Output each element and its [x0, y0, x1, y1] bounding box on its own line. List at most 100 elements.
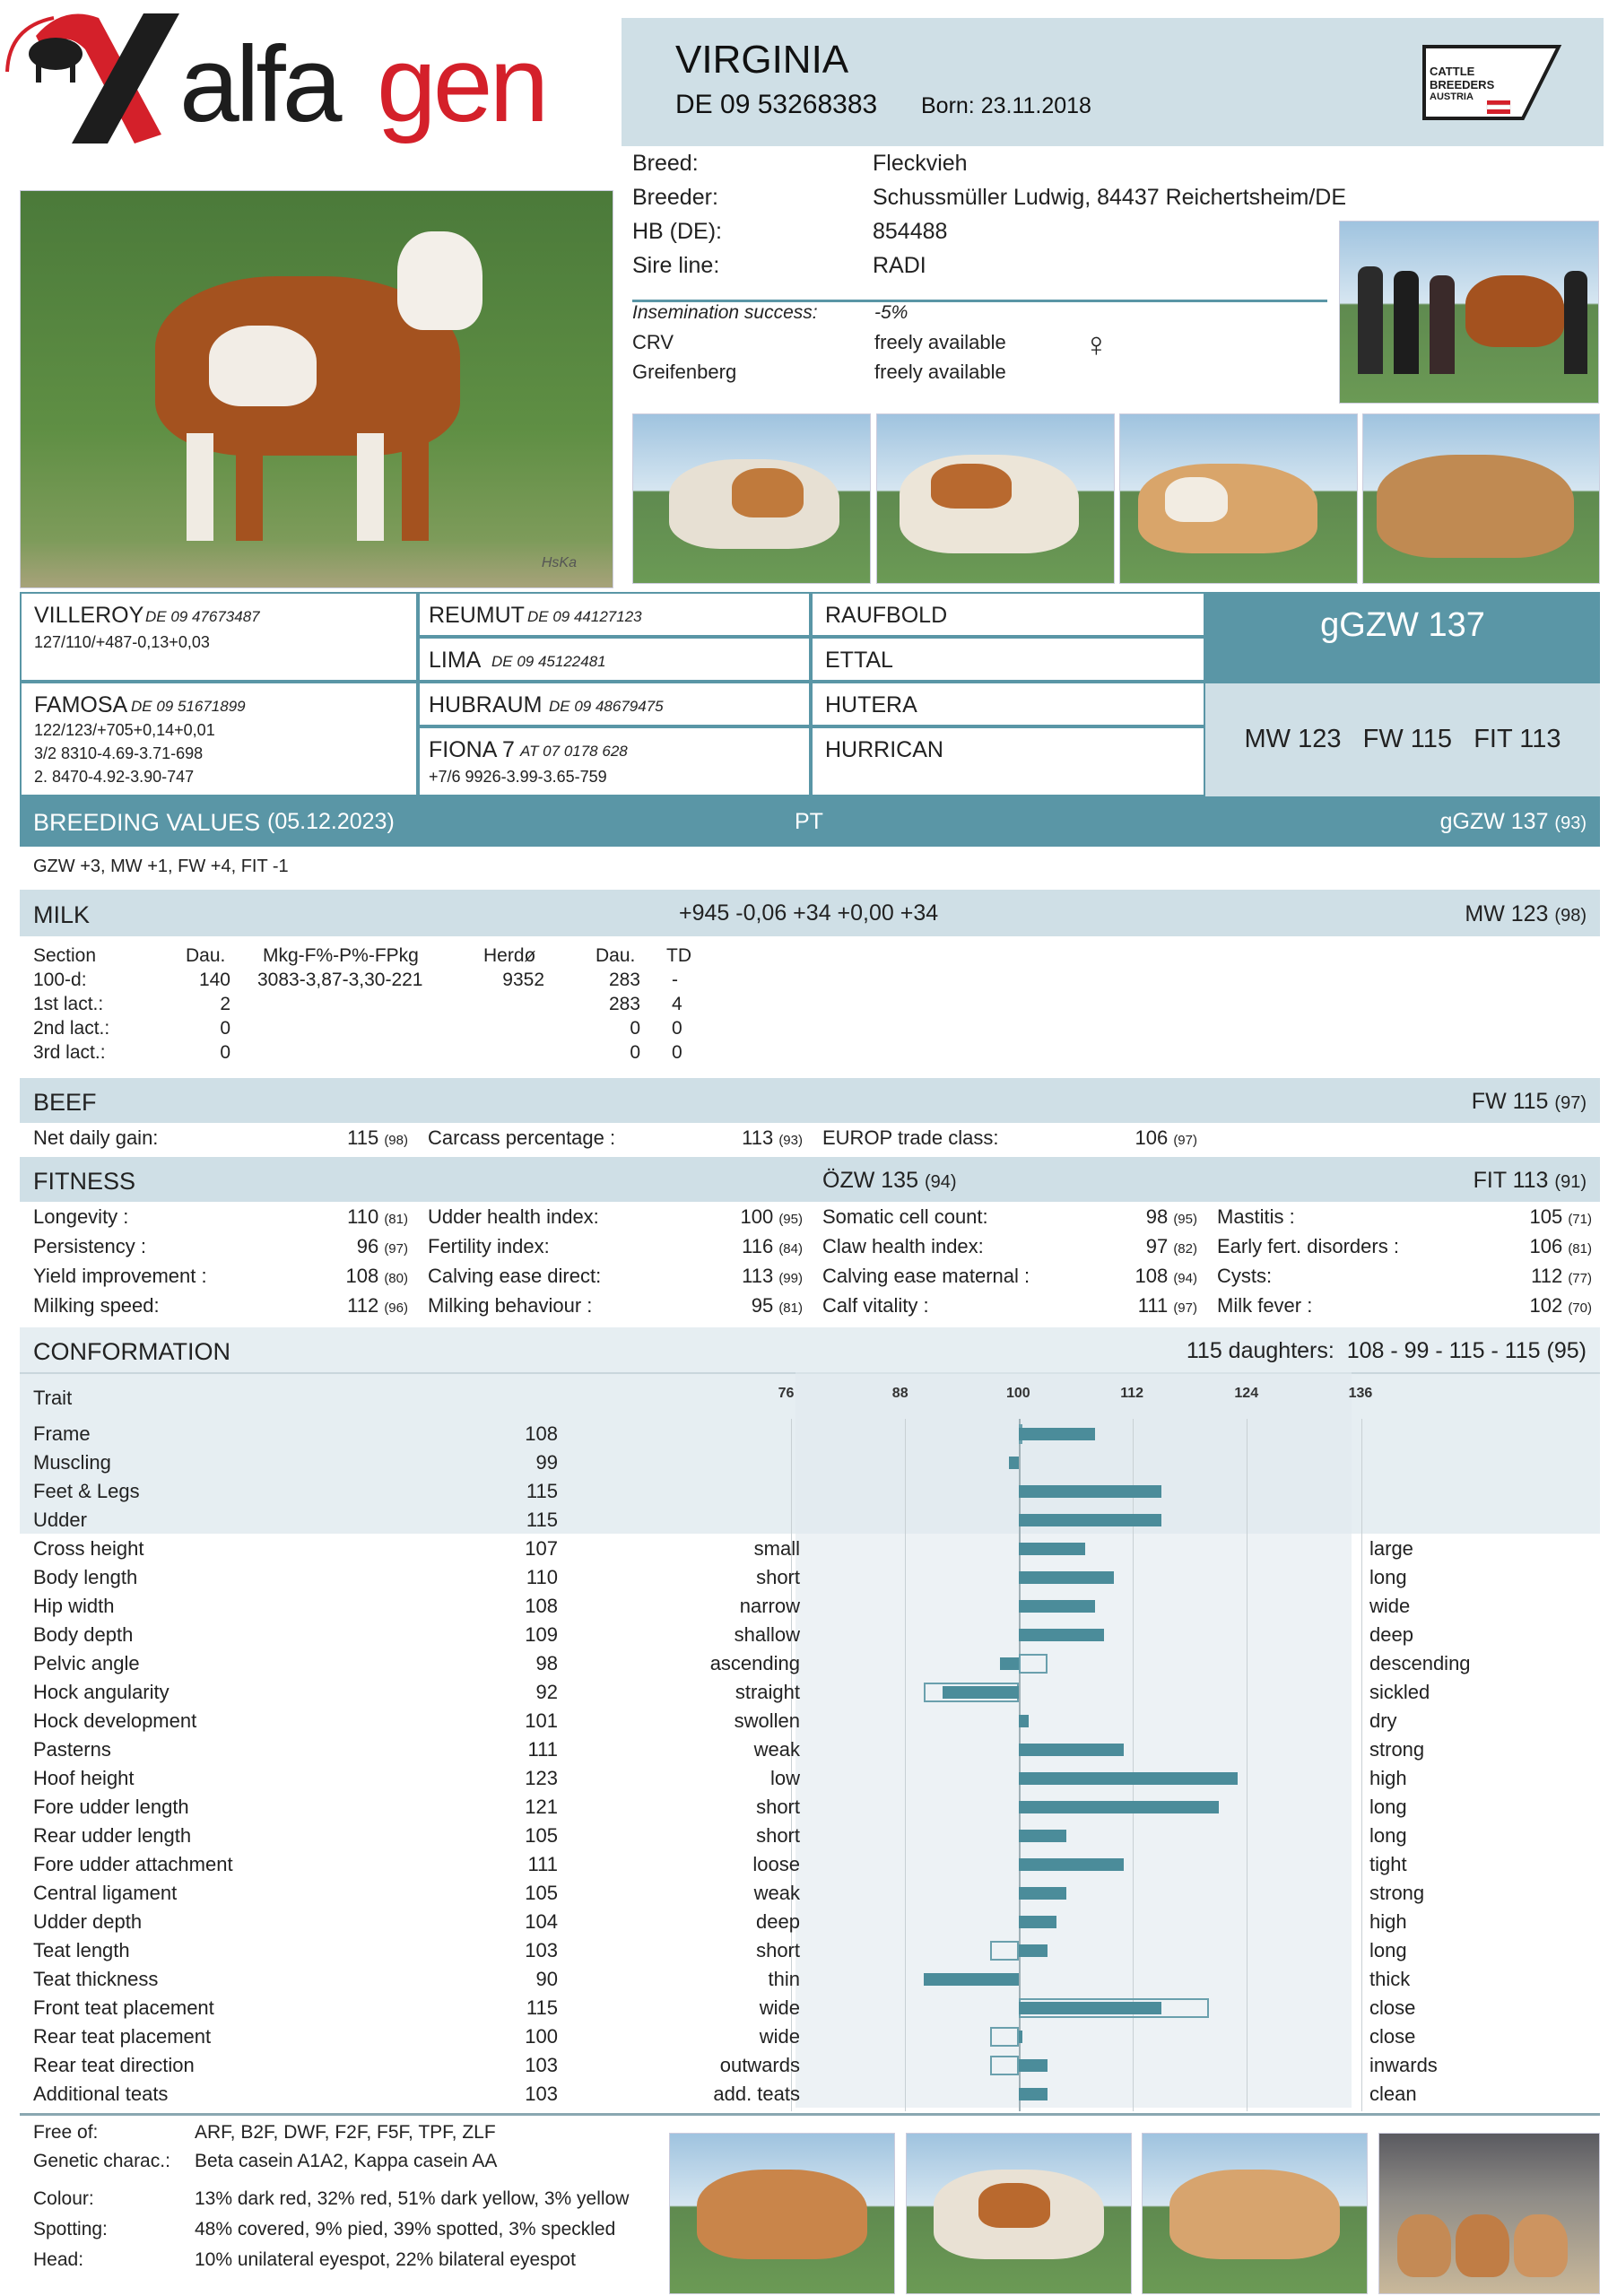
fitness-item-rel: (95) — [778, 1212, 803, 1227]
fitness-item-rel: (81) — [384, 1212, 408, 1227]
fitness-item-rel: (77) — [1568, 1271, 1592, 1286]
ozw-value: ÖZW 135 (94) — [822, 1168, 957, 1194]
milk-row1-dau: 140 — [198, 970, 230, 990]
trait-high-label: strong — [1369, 1882, 1425, 1904]
person-4 — [1564, 271, 1587, 374]
fitness-item-rel: (97) — [384, 1241, 408, 1257]
ggzw-rel: (93) — [1554, 813, 1587, 833]
fitness-item-rel: (81) — [1568, 1241, 1592, 1257]
beef-values: Net daily gain: 115 (98) Carcass percent… — [20, 1126, 1600, 1155]
fitness-item-number: 98 — [1145, 1205, 1174, 1228]
conformation-bottom-rule — [20, 2113, 1600, 2116]
insemination-label: Insemination success: — [632, 302, 818, 323]
fitness-item-rel: (97) — [1173, 1300, 1197, 1316]
trait-row: Fore udder attachment 111 loose tight — [20, 1850, 1600, 1879]
trait-value: 104 — [525, 1910, 558, 1933]
dam-id: DE 09 51671899 — [131, 698, 246, 715]
breeder-label: Breeder: — [632, 185, 718, 210]
trait-name: Fore udder length — [33, 1796, 189, 1818]
spotting-value: 48% covered, 9% pied, 39% spotted, 3% sp… — [195, 2219, 616, 2239]
trait-high-label: large — [1369, 1537, 1413, 1560]
fitness-header: FITNESS ÖZW 135 (94) FIT 113 (91) — [20, 1157, 1600, 1202]
family-photo — [1339, 221, 1599, 404]
sub-index-box: MW 123 FW 115 FIT 113 — [1205, 683, 1600, 796]
trait-row: Fore udder length 121 short long — [20, 1793, 1600, 1822]
fitness-item-label: Mastitis : — [1217, 1205, 1295, 1228]
main-cow-leg-2 — [236, 433, 263, 541]
trait-value: 115 — [526, 1996, 558, 2019]
trait-value: 110 — [526, 1566, 558, 1588]
trait-value: 105 — [525, 1882, 558, 1904]
breed-label: Breed: — [632, 151, 699, 176]
trait-high-label: long — [1369, 1566, 1407, 1588]
trait-high-label: strong — [1369, 1738, 1425, 1761]
animal-header: VIRGINIA DE 09 53268383 Born: 23.11.2018… — [622, 18, 1604, 146]
fitness-item-rel: (95) — [1173, 1212, 1197, 1227]
footer-1-cow — [697, 2170, 867, 2259]
fit-rel: (91) — [1554, 1172, 1587, 1192]
trait-low-label: straight — [735, 1681, 800, 1703]
fw-rel: (97) — [1554, 1093, 1587, 1113]
milk-index: MW 123 (98) — [1465, 901, 1587, 927]
fitness-item-number: 108 — [345, 1265, 385, 1287]
greifenberg-label: Greifenberg — [632, 361, 737, 383]
fitness-item-label: Milking behaviour : — [428, 1294, 593, 1317]
partner-line-3: AUSTRIA — [1430, 91, 1474, 102]
crv-value: freely available — [874, 331, 1006, 353]
trait-low-label: loose — [752, 1853, 800, 1875]
dds-name: HURRICAN — [825, 737, 943, 762]
daughter-photo-2 — [876, 413, 1115, 584]
trait-name: Body length — [33, 1566, 138, 1588]
daughter-photo-3 — [1119, 413, 1358, 584]
ozw-rel: (94) — [924, 1172, 957, 1192]
milk-row3-dau2: 0 — [630, 1018, 640, 1039]
trait-value: 107 — [525, 1537, 558, 1560]
fitness-item-number: 95 — [751, 1294, 779, 1317]
fitness-item-number: 111 — [1137, 1294, 1174, 1317]
main-cow-leg-4 — [402, 433, 429, 541]
trait-high-label: tight — [1369, 1853, 1407, 1875]
trait-low-label: low — [769, 1767, 800, 1789]
alfagen-logo: alfa gen — [0, 0, 592, 161]
trait-high-label: wide — [1369, 1595, 1411, 1617]
birth-date: Born: 23.11.2018 — [921, 93, 1091, 118]
fitness-item-value: 110 (81) — [305, 1205, 408, 1229]
fitness-item-number: 110 — [347, 1205, 385, 1228]
fitness-title: FITNESS — [33, 1168, 136, 1195]
footer-photo-4 — [1378, 2133, 1600, 2294]
trait-low-label: swollen — [734, 1709, 800, 1732]
trait-value: 103 — [525, 2083, 558, 2105]
trait-high-label: high — [1369, 1910, 1407, 1933]
main-cow-head — [397, 231, 482, 330]
trait-row: Teat length 103 short long — [20, 1936, 1600, 1965]
beef-item-3-value: 106 (97) — [1094, 1126, 1197, 1150]
trait-high-label: close — [1369, 1996, 1416, 2019]
trait-name: Fore udder attachment — [33, 1853, 233, 1875]
info-divider — [632, 300, 1327, 302]
fitness-item-label: Milking speed: — [33, 1294, 160, 1317]
fitness-item-label: Fertility index: — [428, 1235, 550, 1257]
trait-name: Frame — [33, 1422, 91, 1445]
daughter-photo-1 — [632, 413, 871, 584]
svg-text:gen: gen — [377, 24, 545, 144]
trait-row: Udder 115 — [20, 1506, 1600, 1535]
trait-low-label: narrow — [739, 1595, 800, 1617]
trait-name: Feet & Legs — [33, 1480, 140, 1502]
trait-row: Pelvic angle 98 ascending descending — [20, 1649, 1600, 1678]
fitness-item-number: 112 — [1531, 1265, 1569, 1287]
herdbook-label: HB (DE): — [632, 219, 722, 244]
sub-index-values: MW 123 FW 115 FIT 113 — [1244, 725, 1561, 753]
main-cow-patch — [209, 326, 317, 406]
trait-row: Udder depth 104 deep high — [20, 1908, 1600, 1936]
trait-row: Rear teat direction 103 outwards inwards — [20, 2051, 1600, 2080]
milk-row1-dau2: 283 — [608, 970, 640, 990]
trait-row: Hip width 108 narrow wide — [20, 1592, 1600, 1621]
milk-col-dau: Dau. — [186, 945, 226, 966]
trait-high-label: clean — [1369, 2083, 1417, 2105]
breeding-values-header: BREEDING VALUES (05.12.2023) PT gGZW 137… — [20, 796, 1600, 847]
trait-value: 115 — [526, 1509, 558, 1531]
daughter-2-patch — [931, 464, 1012, 509]
trait-row: Feet & Legs 115 — [20, 1477, 1600, 1506]
pedigree-sss: RAUFBOLD — [811, 592, 1205, 637]
trait-value: 99 — [535, 1451, 558, 1474]
